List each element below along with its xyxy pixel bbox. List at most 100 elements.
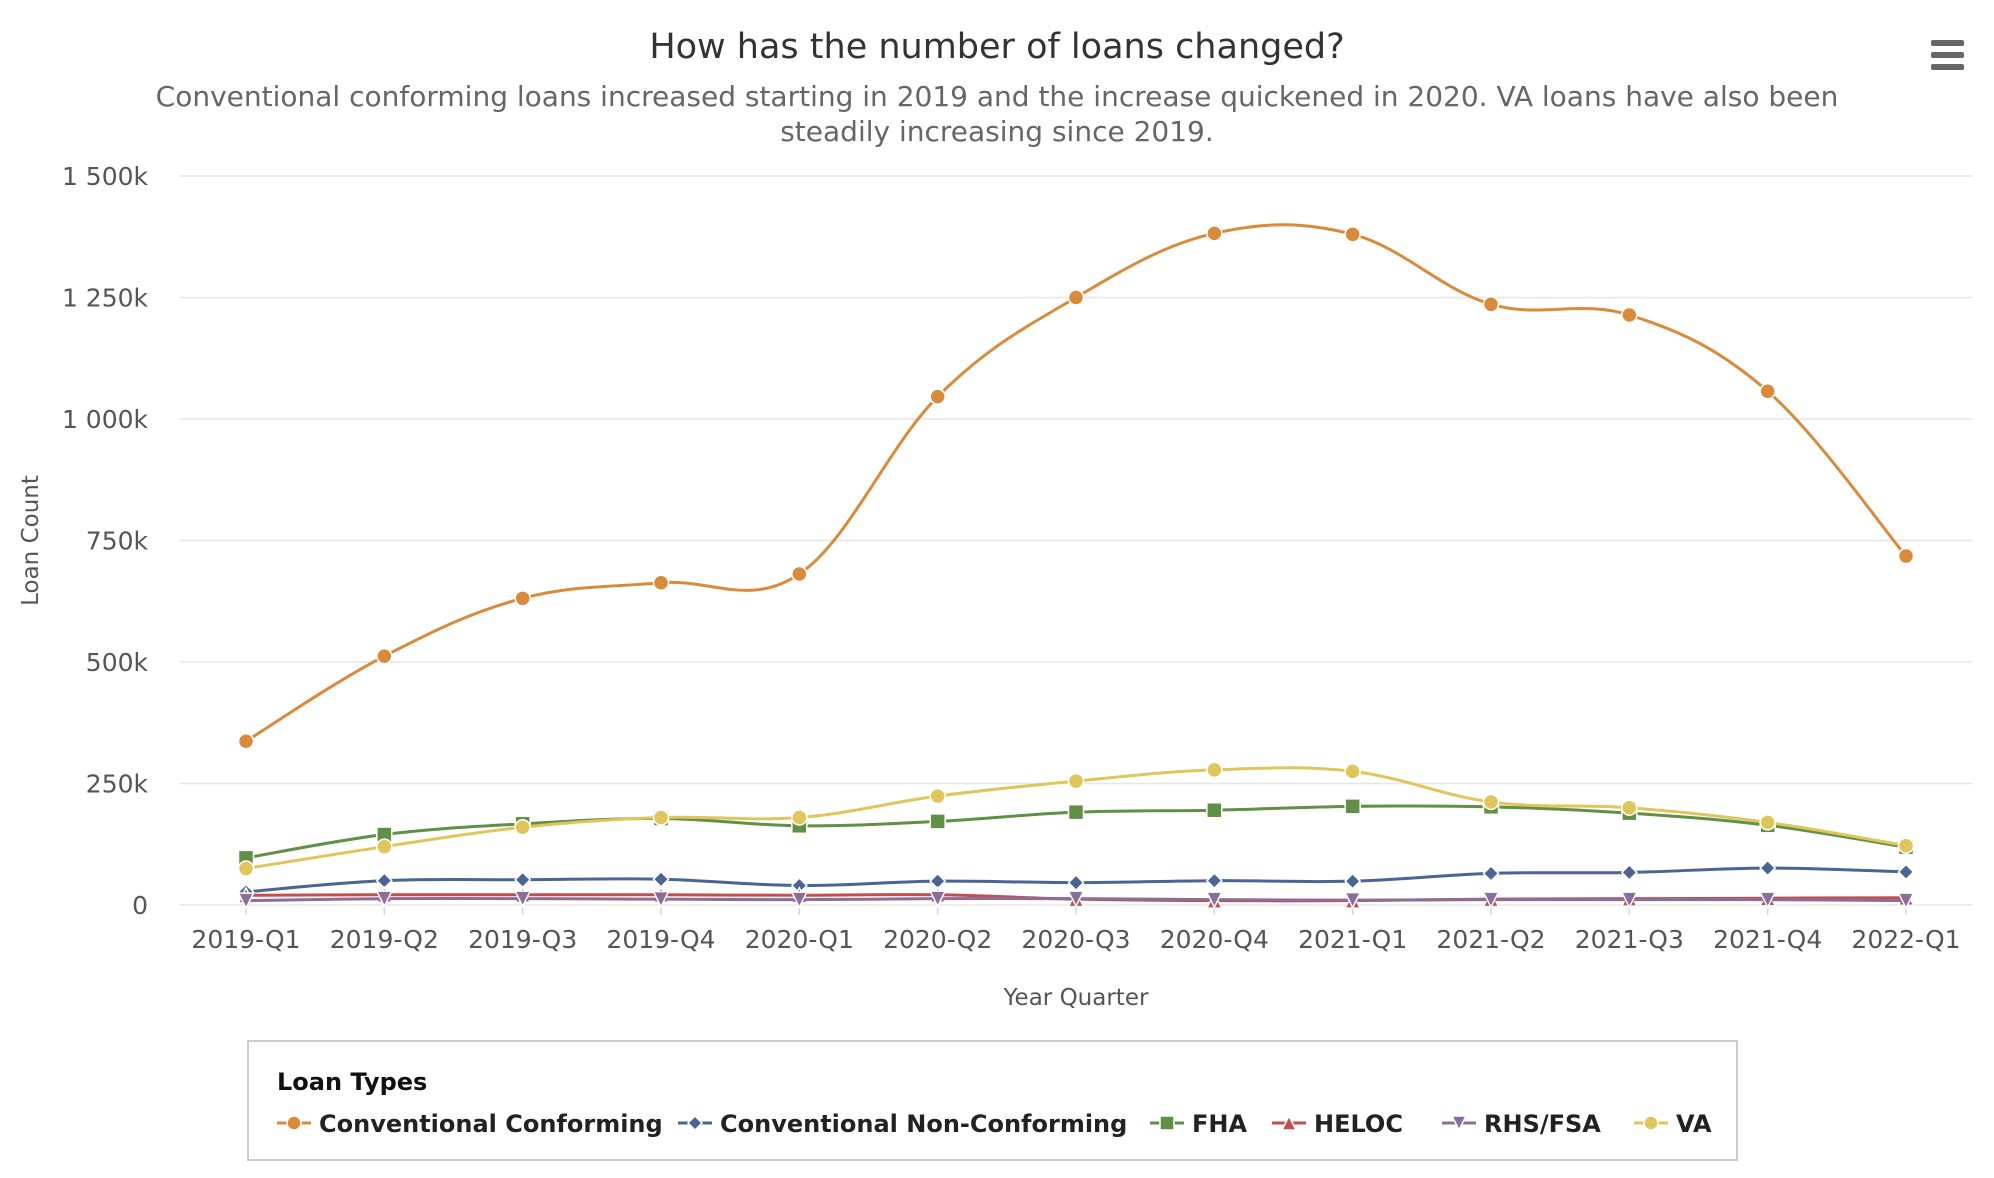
x-tick-label: 2019-Q4 <box>606 925 715 954</box>
data-point-rhs-fsa <box>1758 891 1777 909</box>
legend-items: Conventional Conforming Conventional Non-… <box>277 1110 1712 1138</box>
x-axis-title: Year Quarter <box>1003 985 1149 1011</box>
data-point-conventional-conforming <box>1482 296 1500 313</box>
legend-marker-heloc <box>1280 1114 1298 1131</box>
y-tick-label: 1 000k <box>62 405 149 434</box>
data-point-rhs-fsa <box>1620 891 1639 909</box>
data-point-conventional-non-conforming <box>1759 859 1777 877</box>
x-tick-label: 2020-Q2 <box>883 925 992 954</box>
y-axis-title: Loan Count <box>18 475 44 606</box>
legend-item-heloc[interactable]: HELOC <box>1272 1110 1403 1138</box>
legend-label-rhs-fsa: RHS/FSA <box>1484 1110 1601 1138</box>
data-point-va <box>1621 799 1638 817</box>
data-point-conventional-conforming <box>1759 383 1776 400</box>
y-tick-label: 750k <box>86 527 149 556</box>
data-point-conventional-conforming <box>1067 289 1085 306</box>
data-point-conventional-conforming <box>929 388 946 405</box>
y-tick-label: 1 250k <box>62 284 149 313</box>
series-rhs-fsa <box>237 890 1915 910</box>
x-axis-ticks: 2019-Q1 2019-Q2 2019-Q3 2019-Q4 2020-Q1 2020-… <box>191 905 1961 954</box>
data-point-fha <box>1206 801 1223 819</box>
legend-item-conventional-non-conforming[interactable]: Conventional Non-Conforming <box>678 1110 1127 1138</box>
data-point-va <box>1344 763 1361 780</box>
x-tick-label: 2022-Q1 <box>1851 925 1960 954</box>
legend-marker-conventional-non-conforming <box>686 1114 704 1132</box>
legend-item-va[interactable]: VA <box>1634 1110 1712 1138</box>
x-tick-label: 2019-Q3 <box>468 925 577 954</box>
data-point-conventional-conforming <box>1897 547 1915 565</box>
menu-bar-icon <box>1931 64 1964 70</box>
data-point-conventional-non-conforming <box>652 870 670 888</box>
data-point-va <box>652 809 670 826</box>
legend-label-conventional-non-conforming: Conventional Non-Conforming <box>720 1110 1127 1138</box>
data-point-va <box>791 809 808 826</box>
data-point-conventional-non-conforming <box>1897 863 1915 881</box>
data-point-conventional-non-conforming <box>1482 864 1500 882</box>
data-point-va <box>237 860 255 877</box>
data-point-va <box>1206 761 1223 779</box>
data-point-conventional-conforming <box>1344 226 1361 243</box>
series-va <box>237 761 1915 877</box>
series-conventional-non-conforming <box>237 859 1915 901</box>
x-tick-label: 2020-Q1 <box>745 925 854 954</box>
legend-item-fha[interactable]: FHA <box>1150 1110 1247 1138</box>
data-point-conventional-non-conforming <box>514 871 532 889</box>
data-point-rhs-fsa <box>1067 890 1085 908</box>
legend-label-fha: FHA <box>1192 1110 1247 1138</box>
data-point-rhs-fsa <box>1482 891 1500 909</box>
data-point-conventional-non-conforming <box>1620 863 1638 881</box>
x-tick-label: 2021-Q3 <box>1575 925 1684 954</box>
y-tick-label: 0 <box>132 891 148 920</box>
data-point-rhs-fsa <box>1343 891 1362 910</box>
gridlines <box>180 175 1972 906</box>
data-point-conventional-conforming <box>1621 306 1638 324</box>
data-point-rhs-fsa <box>375 890 394 908</box>
legend-item-rhs-fsa[interactable]: RHS/FSA <box>1442 1110 1601 1138</box>
menu-bar-icon <box>1931 52 1964 58</box>
data-point-conventional-conforming <box>791 565 808 583</box>
legend-marker-fha <box>1159 1115 1175 1131</box>
data-point-conventional-conforming <box>652 574 670 592</box>
y-axis-ticks: 0 250k 500k 750k 1 000k 1 250k 1 500k <box>62 162 149 920</box>
legend-title: Loan Types <box>277 1068 427 1096</box>
chart-subtitle-line-2: steadily increasing since 2019. <box>780 115 1214 148</box>
data-point-fha <box>1344 798 1361 815</box>
data-point-conventional-non-conforming <box>1344 872 1362 890</box>
legend-box <box>247 1040 1738 1161</box>
legend-item-conventional-conforming[interactable]: Conventional Conforming <box>277 1110 663 1138</box>
data-point-rhs-fsa <box>237 892 255 910</box>
data-point-va <box>1897 837 1915 854</box>
data-point-fha <box>929 813 946 830</box>
x-tick-label: 2020-Q4 <box>1160 925 1269 954</box>
data-point-va <box>1759 814 1776 831</box>
data-point-va <box>1067 772 1085 790</box>
data-point-rhs-fsa <box>1205 891 1224 909</box>
data-point-rhs-fsa <box>652 890 670 909</box>
menu-bar-icon <box>1931 40 1964 46</box>
data-point-conventional-conforming <box>376 647 393 665</box>
legend-marker-va <box>1643 1115 1659 1131</box>
data-point-rhs-fsa <box>790 891 809 909</box>
data-point-conventional-conforming <box>237 732 255 750</box>
data-point-conventional-conforming <box>1206 225 1223 242</box>
data-point-fha <box>1067 803 1085 821</box>
legend-marker-rhs-fsa <box>1450 1115 1468 1132</box>
x-tick-label: 2020-Q3 <box>1021 925 1130 954</box>
x-tick-label: 2019-Q2 <box>330 925 439 954</box>
data-point-conventional-conforming <box>514 590 531 607</box>
data-point-rhs-fsa <box>928 890 947 908</box>
data-point-va <box>1482 793 1500 811</box>
legend-label-va: VA <box>1676 1110 1712 1138</box>
data-point-rhs-fsa <box>1897 892 1915 910</box>
legend-label-heloc: HELOC <box>1314 1110 1403 1138</box>
data-point-rhs-fsa <box>513 890 532 908</box>
data-point-va <box>376 838 393 855</box>
series-conventional-conforming <box>237 223 1915 750</box>
data-point-conventional-non-conforming <box>1067 874 1085 892</box>
context-menu-button[interactable] <box>1931 40 1964 70</box>
x-tick-label: 2019-Q1 <box>191 925 300 954</box>
chart-title: How has the number of loans changed? <box>649 27 1344 67</box>
x-tick-label: 2021-Q1 <box>1298 925 1407 954</box>
chart-subtitle-line-1: Conventional conforming loans increased … <box>156 80 1839 113</box>
